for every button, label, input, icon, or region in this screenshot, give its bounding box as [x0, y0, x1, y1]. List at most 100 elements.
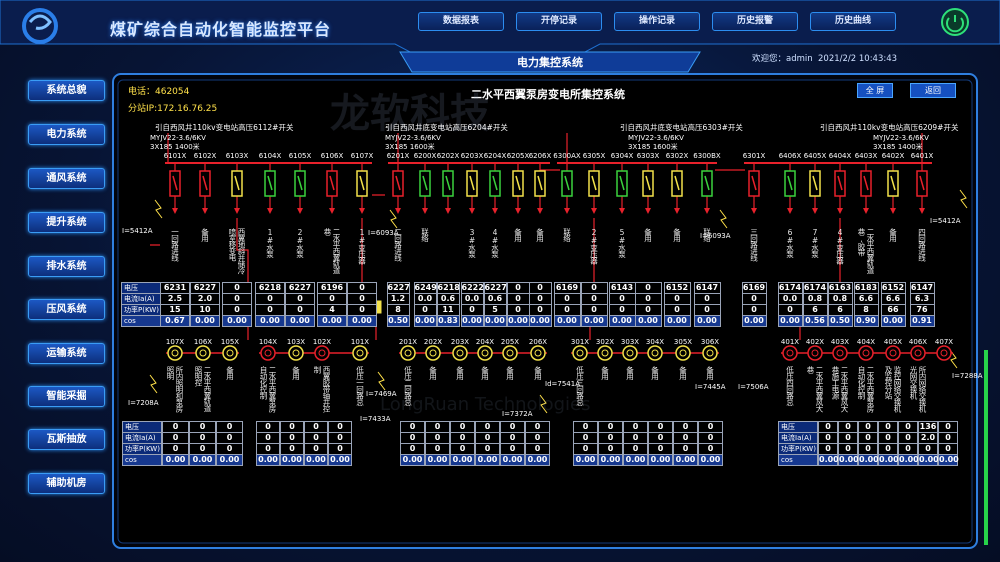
reading: 6 [827, 304, 853, 316]
reading: 0.00 [500, 454, 525, 466]
sidebar-button[interactable]: 运输系统 [28, 343, 105, 364]
load-arrow [812, 208, 818, 214]
reading: 6169 [741, 282, 767, 294]
switch-desc: 低压三回路总 [575, 366, 585, 405]
reading: 0.00 [528, 315, 552, 327]
breaker-core [704, 175, 710, 191]
sidebar-button[interactable]: 提升系统 [28, 212, 105, 233]
switch-desc: 监控网络交换机及监控分站 [884, 366, 902, 412]
sidebar-button[interactable]: 瓦斯抽放 [28, 429, 105, 450]
sidebar-button[interactable]: 通风系统 [28, 168, 105, 189]
feeder-source: 引自西风井底变电站高压6204#开关 [385, 123, 508, 132]
lv-breaker-core [292, 349, 300, 357]
fullscreen-button[interactable]: 全 屏 [857, 83, 893, 98]
nav-button[interactable]: 历史曲线 [810, 12, 896, 31]
breaker-core [202, 175, 208, 191]
breaker-core [674, 175, 680, 191]
reading: 0.00 [525, 454, 550, 466]
current-label: I=7433A [360, 415, 391, 423]
lv-breaker-core [506, 349, 514, 357]
reading: 0.00 [663, 315, 691, 327]
lv-breaker [530, 345, 546, 361]
lv-breaker-core [171, 349, 179, 357]
lv-breaker-core [226, 349, 234, 357]
load-arrow [422, 208, 428, 214]
switch-id: 6405X [803, 152, 827, 160]
sidebar-button[interactable]: 电力系统 [28, 124, 105, 145]
reading: 0.00 [858, 454, 879, 466]
lv-breaker-core [199, 349, 207, 357]
reading: 0.00 [425, 454, 450, 466]
reading: 0.00 [838, 454, 859, 466]
sidebar-button[interactable]: 压风系统 [28, 299, 105, 320]
load-arrow [267, 208, 273, 214]
app-title: 煤矿综合自动化智能监控平台 [110, 20, 332, 39]
switch-id: 6105X [288, 152, 312, 160]
feeder-source: 引自西风井110kv变电站高压6209#开关 [820, 123, 959, 132]
switch-desc: 2#水泵 [295, 228, 305, 257]
switch-id: 6305X [582, 152, 606, 160]
sidebar-button[interactable]: 排水系统 [28, 256, 105, 277]
switch-id: 6401X [910, 152, 934, 160]
switch-id: 407X [934, 338, 954, 346]
feeder-spec: 3X185 1600米 [628, 143, 678, 151]
sidebar-button[interactable]: 辅助机房 [28, 473, 105, 494]
reading: 0.00 [880, 315, 906, 327]
sidebar-button[interactable]: 智能采掘 [28, 386, 105, 407]
reading: 0.8 [802, 293, 828, 305]
reading: 0.00 [328, 454, 352, 466]
load-arrow [919, 208, 925, 214]
nav-button[interactable]: 操作记录 [614, 12, 700, 31]
nav-button[interactable]: 开停记录 [516, 12, 602, 31]
switch-desc: 三回路进线 [749, 228, 759, 261]
lv-breaker [260, 345, 276, 361]
back-button[interactable]: 返回 [910, 83, 956, 98]
switch-id: 405X [883, 338, 903, 346]
switch-desc: 2#变压器 [589, 228, 599, 264]
switch-desc: 一回路进线 [170, 228, 180, 261]
switch-desc: 二回路进线 [393, 228, 403, 261]
reading: 0.83 [436, 315, 460, 327]
reading: 0 [693, 293, 721, 305]
breaker-core [919, 175, 925, 191]
switch-id: 301X [570, 338, 590, 346]
breaker-core [591, 175, 597, 191]
nav-button[interactable]: 历史报警 [712, 12, 798, 31]
nav-button[interactable]: 数据报表 [418, 12, 504, 31]
reading: 0.00 [304, 454, 328, 466]
switch-id: 404X [856, 338, 876, 346]
reading: 0.00 [280, 454, 304, 466]
breaker-core [619, 175, 625, 191]
load-arrow [359, 208, 365, 214]
lv-breaker-core [940, 349, 948, 357]
load-arrow [297, 208, 303, 214]
sidebar-button[interactable]: 系统总貌 [28, 80, 105, 101]
breaker-core [751, 175, 757, 191]
switch-desc: 备用 [428, 366, 438, 379]
reading: 0 [573, 432, 598, 444]
row-label: cos [778, 454, 818, 466]
reading: 8 [386, 304, 410, 316]
load-arrow [445, 208, 451, 214]
reading: 0.00 [400, 454, 425, 466]
switch-desc: 5#水泵 [617, 228, 627, 257]
lv-breaker-core [601, 349, 609, 357]
reading: 0 [400, 421, 425, 433]
switch-id: 205X [500, 338, 520, 346]
current-label: I=7288A [952, 372, 983, 380]
lv-breaker-core [862, 349, 870, 357]
lv-breaker-core [679, 349, 687, 357]
switch-id: 6103X [225, 152, 249, 160]
breaker-core [564, 175, 570, 191]
breaker-core [297, 175, 303, 191]
row-label: cos [122, 454, 162, 466]
switch-id: 6104X [258, 152, 282, 160]
lv-breaker [885, 345, 901, 361]
feeder-spec: 3X185 1400米 [873, 143, 923, 151]
load-arrow [591, 208, 597, 214]
watermark-latin: LongRuan Technologies [380, 394, 591, 415]
lightning-marks [149, 189, 968, 414]
reading: 0.00 [608, 315, 636, 327]
load-arrow [172, 208, 178, 214]
